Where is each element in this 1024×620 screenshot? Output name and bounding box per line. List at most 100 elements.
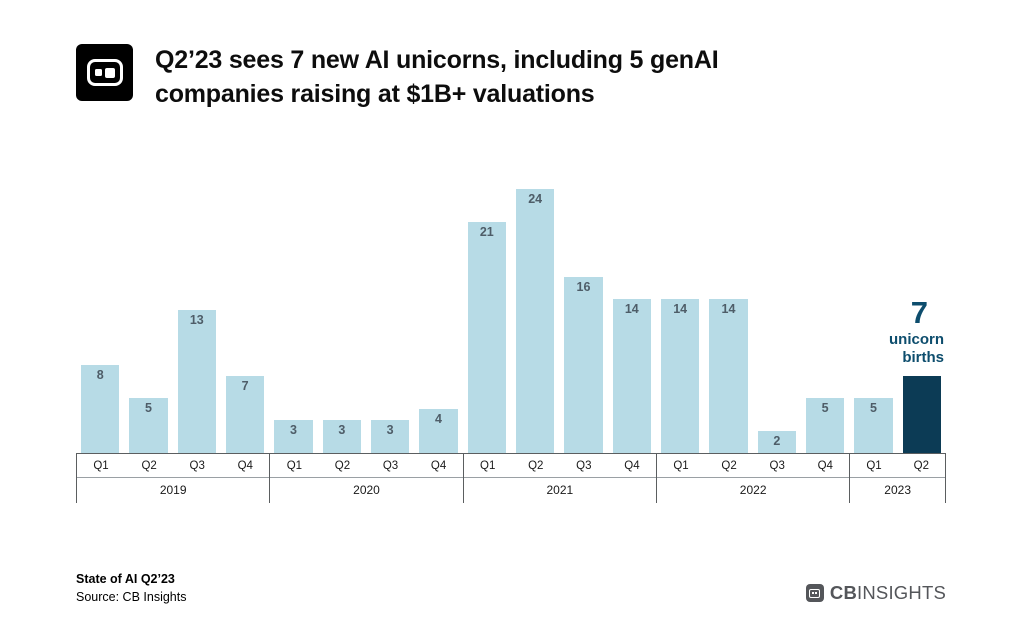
highlight-bar (902, 376, 941, 453)
year-group-2022: 14 14 2 5 Q1 Q2 Q3 Q4 2022 (655, 171, 850, 503)
bar-column: 14 (608, 299, 656, 453)
bar: 13 (177, 310, 216, 453)
group-bars: 14 14 2 5 (656, 171, 849, 453)
bar-value-label: 3 (290, 423, 297, 437)
bar: 16 (564, 277, 603, 453)
bar-value-label: 24 (528, 192, 543, 206)
year-group-2020: 3 3 3 4 Q1 Q2 Q3 Q4 2020 (269, 171, 463, 503)
bar-value-label: 8 (96, 368, 104, 382)
bar-column: 14 (656, 299, 704, 453)
bar-value-label: 14 (624, 302, 639, 316)
bar: 2 (757, 431, 796, 453)
axis-quarter-label: Q3 (382, 460, 399, 472)
axis-quarter-label: Q2 (141, 460, 157, 472)
logo-mark (86, 59, 123, 86)
annotation-value: 7 (910, 294, 928, 330)
axis-quarter-label: Q1 (286, 460, 303, 472)
axis-section: Q1 Q2 Q3 Q4 2020 (269, 453, 463, 503)
axis-year-label: 2022 (739, 483, 767, 497)
axis-quarter-label: Q4 (817, 460, 833, 472)
axis-quarter-label: Q1 (480, 460, 496, 472)
axis-year-label: 2021 (546, 483, 574, 497)
bar: 4 (419, 409, 458, 453)
bar-value-label: 7 (241, 379, 249, 393)
bar-value-label: 5 (145, 401, 152, 415)
axis-section: Q1 Q2 2023 (849, 453, 946, 503)
axis-quarter-label: Q4 (624, 460, 640, 472)
bar: 5 (854, 398, 893, 453)
bar-value-label: 3 (386, 423, 394, 437)
axis-year-label: 2020 (353, 483, 380, 497)
cb-insights-small-icon (805, 584, 824, 602)
bar-column: 7 (221, 376, 269, 453)
axis-section: Q1 Q2 Q3 Q4 2022 (655, 453, 850, 503)
bar-value-label: 21 (479, 225, 494, 239)
bar-column: 3 (318, 420, 366, 453)
brand-insights: INSIGHTS (857, 582, 946, 603)
bar: 7 (225, 376, 265, 453)
bar-column: 2 (753, 431, 801, 453)
cb-insights-logo-icon (76, 44, 133, 101)
bar-chart-groups: 8 5 13 7 Q1 Q2 Q3 Q4 2019 3 3 3 4 Q1 Q2 Q3 Q4 2020 21 24 16 1… (76, 171, 946, 503)
cb-insights-wordmark: CBINSIGHTS (805, 582, 946, 604)
report-title: State of AI Q2’23 (76, 572, 175, 586)
bar-column: 7 unicorn births (889, 297, 946, 453)
axis-quarter-label: Q3 (576, 460, 592, 472)
bar-value-label: 2 (773, 434, 781, 448)
axis-quarter-label: Q4 (430, 460, 447, 472)
quarter-label-row: Q1 Q2 (850, 454, 945, 478)
highlight-annotation: 7 unicorn births (804, 297, 944, 369)
header: Q2’23 sees 7 new AI unicorns, including … (76, 44, 1024, 111)
bar: 8 (81, 365, 120, 453)
axis-year-label: 2019 (159, 483, 187, 497)
group-bars: 5 7 unicorn births (849, 171, 946, 453)
year-group-2023: 5 7 unicorn births Q1 Q2 2023 (849, 171, 946, 503)
bar-value-label: 14 (721, 302, 736, 316)
brand-cb: CB (829, 582, 858, 603)
axis-quarter-label: Q4 (237, 460, 253, 472)
quarter-label-row: Q1 Q2 Q3 Q4 (270, 454, 463, 478)
title-line-2: companies raising at $1B+ valuations (155, 79, 595, 108)
bar: 3 (322, 420, 361, 453)
title-line-1: Q2’23 sees 7 new AI unicorns, including … (155, 46, 719, 74)
bar: 3 (274, 420, 313, 453)
annotation-line: births (902, 349, 944, 367)
bar-column: 5 (849, 398, 897, 453)
axis-quarter-label: Q3 (769, 460, 785, 472)
axis-year-label: 2023 (884, 483, 911, 497)
quarter-label-row: Q1 Q2 Q3 Q4 (656, 454, 850, 478)
page-title: Q2’23 sees 7 new AI unicorns, including … (155, 44, 719, 111)
bar-column: 14 (704, 299, 752, 453)
bar-column: 24 (511, 189, 559, 453)
bar-value-label: 13 (189, 313, 204, 327)
bar-column: 4 (414, 409, 462, 453)
footer-note: State of AI Q2’23 Source: CB Insights (76, 572, 186, 604)
bar-column: 13 (173, 310, 221, 453)
bar: 21 (467, 222, 506, 453)
axis-quarter-label: Q2 (721, 460, 737, 472)
axis-quarter-label: Q2 (334, 460, 351, 472)
year-group-2019: 8 5 13 7 Q1 Q2 Q3 Q4 2019 (76, 171, 270, 503)
bar-value-label: 16 (576, 280, 591, 294)
annotation-line: unicorn (889, 330, 944, 348)
bar: 5 (129, 398, 168, 453)
bar-column: 5 (124, 398, 172, 453)
bar-value-label: 14 (673, 302, 688, 316)
bar: 14 (709, 299, 748, 453)
axis-section: Q1 Q2 Q3 Q4 2021 (462, 453, 656, 503)
group-bars: 21 24 16 14 (463, 171, 656, 453)
group-bars: 3 3 3 4 (269, 171, 462, 453)
bar: 3 (370, 420, 410, 453)
bar-column: 16 (559, 277, 607, 453)
axis-quarter-label: Q3 (189, 460, 205, 472)
unicorn-births-chart: 8 5 13 7 Q1 Q2 Q3 Q4 2019 3 3 3 4 Q1 Q2 Q3 Q4 2020 21 24 16 1… (76, 171, 946, 503)
axis-quarter-label: Q1 (866, 460, 882, 472)
bar-column: 8 (76, 365, 124, 453)
axis-quarter-label: Q2 (528, 460, 544, 472)
group-bars: 8 5 13 7 (76, 171, 269, 453)
source-label: Source: CB Insights (76, 590, 187, 604)
axis-quarter-label: Q1 (673, 460, 689, 472)
bar-value-label: 5 (870, 401, 877, 415)
bar-column: 21 (463, 222, 511, 453)
quarter-label-row: Q1 Q2 Q3 Q4 (77, 454, 270, 478)
